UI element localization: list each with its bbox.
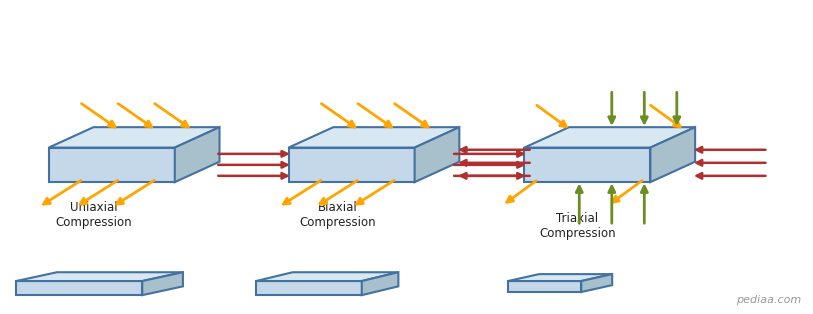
Polygon shape — [362, 272, 398, 295]
Polygon shape — [524, 127, 695, 148]
Text: Triaxial
Compression: Triaxial Compression — [539, 212, 615, 240]
Polygon shape — [415, 127, 459, 182]
Polygon shape — [16, 281, 142, 295]
Polygon shape — [289, 148, 415, 182]
Polygon shape — [142, 272, 183, 295]
Text: pediaa.com: pediaa.com — [736, 295, 801, 305]
Text: Uniaxial
Compression: Uniaxial Compression — [55, 201, 132, 229]
Text: Biaxial
Compression: Biaxial Compression — [299, 201, 376, 229]
Polygon shape — [49, 148, 175, 182]
Polygon shape — [508, 281, 581, 292]
Polygon shape — [256, 281, 362, 295]
Polygon shape — [16, 272, 183, 281]
Polygon shape — [256, 272, 398, 281]
Polygon shape — [289, 127, 459, 148]
Polygon shape — [650, 127, 695, 182]
Polygon shape — [581, 274, 612, 292]
Polygon shape — [49, 127, 220, 148]
Polygon shape — [524, 148, 650, 182]
Polygon shape — [508, 274, 612, 281]
Polygon shape — [175, 127, 220, 182]
